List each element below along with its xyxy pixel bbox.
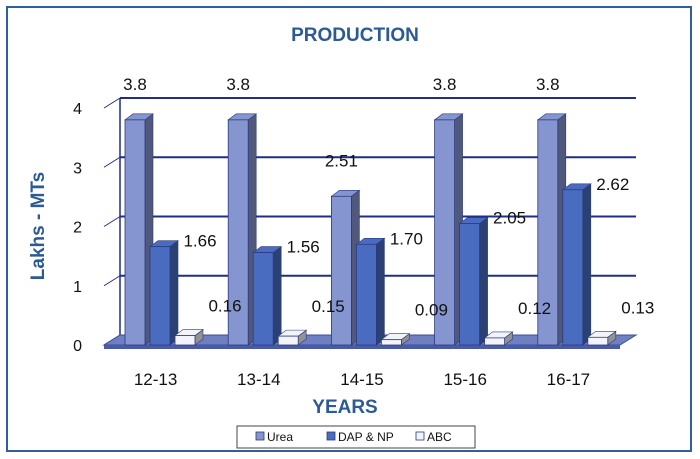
y-tick-label: 2 [73,220,82,237]
data-label: 1.56 [287,238,320,257]
bar-side [376,237,385,346]
axis-ticks: 0 1 2 3 4 12-13 13-14 14-15 15-16 16-17 [73,101,590,389]
bar [459,223,481,346]
data-label: 2.05 [493,209,526,228]
bar [587,336,609,346]
bar [537,119,559,346]
data-label: 0.09 [415,301,448,320]
bars [124,113,617,346]
x-tick-label: 12-13 [134,370,177,389]
data-label: 3.8 [536,75,560,94]
bar [149,246,171,346]
x-tick-label: 15-16 [443,370,486,389]
wall-tick [103,156,121,168]
bar-side [582,183,592,346]
data-label: 0.12 [518,299,551,318]
data-label: 3.8 [433,75,457,94]
legend-swatch [415,431,425,441]
bar [174,335,196,346]
y-tick-label: 0 [73,338,82,355]
chart-title: PRODUCTION [291,25,419,46]
y-tick-label: 1 [73,279,82,296]
x-tick-label: 14-15 [340,370,383,389]
data-label: 0.13 [621,298,654,317]
legend-box [236,425,476,449]
wall-tick [103,216,121,227]
data-label: 3.8 [226,75,250,94]
floor-edge [104,345,620,349]
legend-swatch [326,431,336,441]
bar [562,189,584,346]
bar-side [479,216,488,346]
bar [277,335,299,346]
legend-label: DAP & NP [338,430,394,444]
data-label: 0.15 [312,297,345,316]
y-tick-label: 4 [73,101,82,118]
wall-tick [103,97,121,109]
legend-swatch [255,431,265,441]
bar-side [169,240,179,346]
data-label: 0.16 [208,297,241,316]
data-labels: 3.8 1.66 0.16 3.8 1.56 0.15 2.51 1.70 0.09 3.8 2.0… [123,75,654,320]
data-label: 1.66 [183,232,216,251]
wall-tick [103,275,121,287]
y-axis-label: Lakhs - MTs [28,172,49,280]
legend-label: Urea [267,430,293,444]
legend: Urea DAP & NP ABC [236,425,476,449]
data-label: 2.51 [325,151,358,170]
bar [330,195,352,346]
x-tick-label: 16-17 [547,370,590,389]
bar [484,337,506,346]
data-label: 3.8 [123,75,147,94]
bar [380,339,402,346]
bar-side [272,245,282,346]
bar [252,252,274,346]
y-tick-label: 3 [73,160,82,177]
x-tick-label: 13-14 [237,370,280,389]
x-axis-label: YEARS [312,397,377,418]
bar [434,119,456,346]
bar [124,119,146,346]
data-label: 2.62 [596,175,629,194]
legend-label: ABC [427,430,452,444]
data-label: 1.70 [390,229,423,248]
bar [355,243,377,346]
bar [227,119,249,346]
